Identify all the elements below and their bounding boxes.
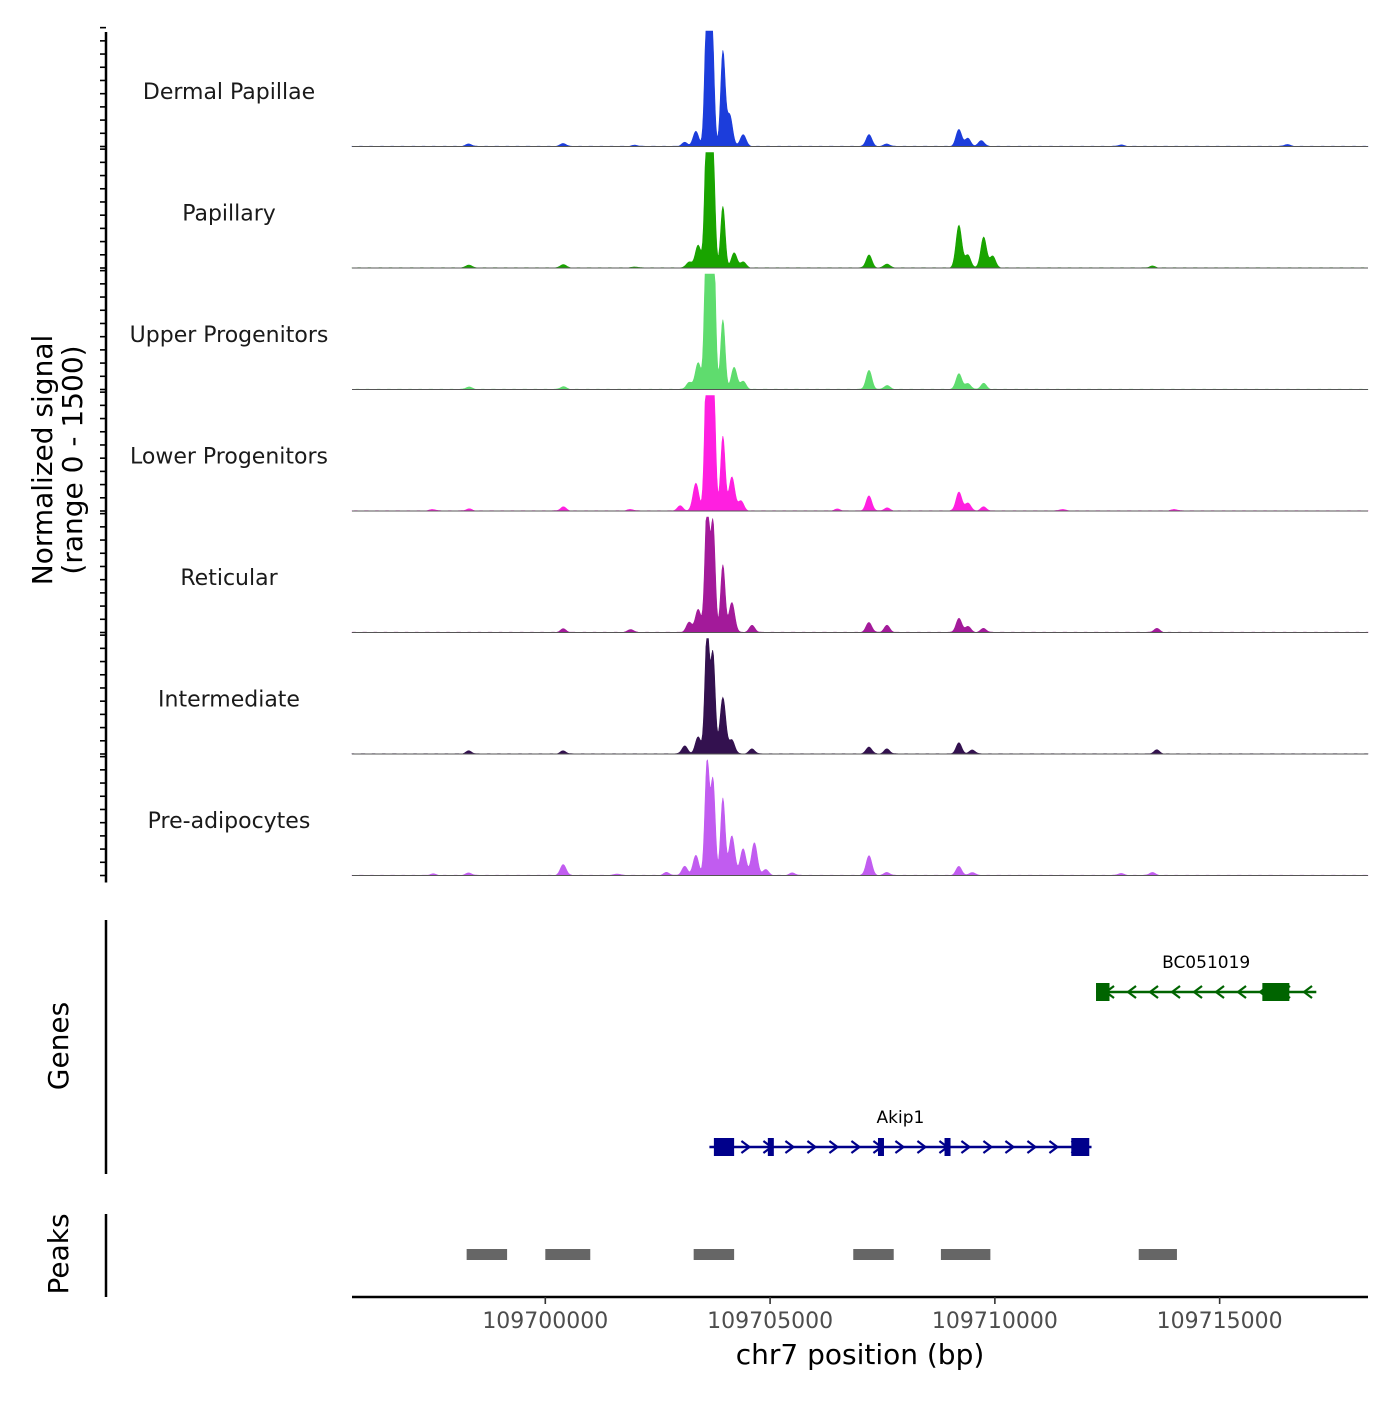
strand-arrow <box>1302 985 1313 999</box>
strand-arrow <box>850 1140 862 1154</box>
peak-region <box>466 1249 508 1260</box>
strand-arrow <box>1048 1140 1060 1154</box>
track-label: Reticular <box>180 566 278 591</box>
peak-region <box>545 1249 591 1260</box>
track-label: Pre-adipocytes <box>148 809 311 834</box>
gene-akip1: Akip1 <box>709 1108 1092 1156</box>
x-tick-label: 109715000 <box>1157 1309 1283 1334</box>
gene-label: Akip1 <box>877 1108 925 1128</box>
peak-region <box>1138 1249 1177 1260</box>
track-papillary: Papillary <box>100 148 1369 269</box>
x-tick-label: 109705000 <box>707 1309 833 1334</box>
track-label: Upper Progenitors <box>130 323 329 348</box>
signal-area <box>351 638 1369 755</box>
x-axis-title: chr7 position (bp) <box>736 1338 985 1371</box>
peak-region <box>853 1249 894 1260</box>
exon <box>877 1138 884 1156</box>
strand-arrow <box>828 1140 840 1154</box>
track-label: Intermediate <box>158 688 300 713</box>
y-axis-range: (range 0 - 1500) <box>56 345 89 574</box>
track-label: Dermal Papillae <box>143 80 315 105</box>
signal-area <box>351 759 1369 876</box>
strand-arrow <box>784 1140 796 1154</box>
strand-arrow <box>1192 985 1203 999</box>
signal-tracks: Dermal Papillae Papillary Upper Progenitor… <box>100 26 1369 883</box>
peaks-panel-title: Peaks <box>42 1213 75 1294</box>
strand-arrow <box>1126 985 1137 999</box>
strand-arrow <box>1236 985 1247 999</box>
exon <box>767 1138 774 1156</box>
gene-bc051019: BC051019 <box>1096 953 1317 1001</box>
x-tick-label: 109700000 <box>482 1309 608 1334</box>
track-reticular: Reticular <box>100 512 1369 634</box>
track-label: Papillary <box>182 202 276 227</box>
gene-label: BC051019 <box>1162 953 1250 973</box>
exon <box>713 1138 735 1156</box>
track-pre-adipocytes: Pre-adipocytes <box>100 755 1369 877</box>
signal-area <box>351 30 1369 147</box>
strand-arrow <box>1214 985 1225 999</box>
track-lower-progenitors: Lower Progenitors <box>100 391 1369 512</box>
peak-annotations <box>104 1214 1177 1297</box>
strand-arrow <box>740 1140 752 1154</box>
strand-arrow <box>806 1140 818 1154</box>
strand-arrow <box>894 1140 906 1154</box>
y-axis-title: Normalized signal <box>26 335 59 586</box>
strand-arrow <box>1004 1140 1016 1154</box>
signal-area <box>351 395 1369 512</box>
signal-area <box>351 516 1369 633</box>
x-axis: 109700000 109705000 109710000 109715000 <box>352 1295 1368 1334</box>
track-dermal-papillae: Dermal Papillae <box>100 26 1369 148</box>
x-tick-label: 109710000 <box>932 1309 1058 1334</box>
strand-arrow <box>1170 985 1181 999</box>
signal-area <box>351 273 1369 390</box>
peak-region <box>693 1249 735 1260</box>
exon <box>1096 983 1110 1001</box>
track-label: Lower Progenitors <box>130 445 328 470</box>
signal-area <box>351 152 1369 269</box>
peak-region <box>940 1249 991 1260</box>
exon <box>1262 983 1290 1001</box>
strand-arrow <box>916 1140 928 1154</box>
strand-arrow <box>1148 985 1159 999</box>
track-intermediate: Intermediate <box>100 634 1369 755</box>
strand-arrow <box>1026 1140 1038 1154</box>
exon <box>944 1138 951 1156</box>
exon <box>1071 1138 1090 1156</box>
genes-panel-title: Genes <box>42 1002 75 1090</box>
track-upper-progenitors: Upper Progenitors <box>100 269 1369 391</box>
strand-arrow <box>960 1140 972 1154</box>
gene-annotations: BC051019 Akip1 <box>104 920 1317 1174</box>
strand-arrow <box>982 1140 994 1154</box>
